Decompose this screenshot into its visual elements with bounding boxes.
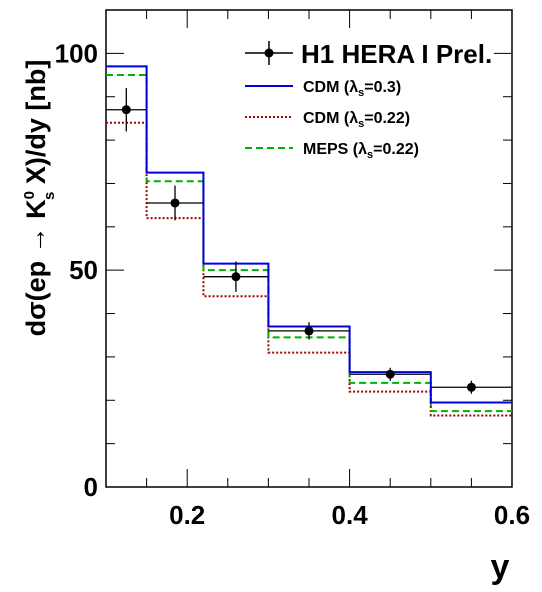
legend-label: H1 HERA I Prel. (301, 39, 492, 69)
data-point (304, 326, 314, 336)
data-point (121, 105, 131, 115)
y-axis-ticks: 0 50 100 (55, 9, 512, 502)
legend-label: CDM (λs=0.22) (303, 110, 410, 130)
y-axis-title-prefix: dσ(ep → K (21, 199, 51, 336)
data-point (466, 382, 476, 392)
series-line (106, 121, 512, 417)
y-axis-title-sub: s (41, 192, 58, 200)
x-tick-label: 0.6 (494, 500, 530, 530)
series-layer (106, 65, 512, 417)
legend-label: MEPS (λs=0.22) (303, 141, 419, 161)
x-tick-label: 0.4 (332, 500, 369, 530)
y-tick-label: 50 (69, 255, 98, 285)
legend: H1 HERA I Prel. CDM (λs=0.3) CDM (λs=0.22)… (245, 39, 492, 161)
series-line (106, 65, 512, 404)
data-points (106, 88, 512, 394)
data-point (170, 198, 180, 208)
data-point (385, 369, 395, 379)
x-axis-title: y (491, 548, 510, 586)
y-tick-label: 0 (84, 472, 98, 502)
data-point (231, 272, 241, 282)
y-axis-title-suffix: X)/dy [nb] (21, 60, 51, 192)
y-axis-title-sup: 0 (21, 191, 38, 199)
y-tick-label: 100 (55, 38, 98, 68)
x-tick-label: 0.2 (169, 500, 205, 530)
x-axis-ticks: 0.2 0.4 0.6 (105, 10, 530, 530)
legend-swatch-marker (264, 48, 274, 58)
legend-label: CDM (λs=0.3) (303, 79, 401, 99)
y-axis-title: dσ(ep → K0 s X)/dy [nb] (21, 60, 58, 337)
